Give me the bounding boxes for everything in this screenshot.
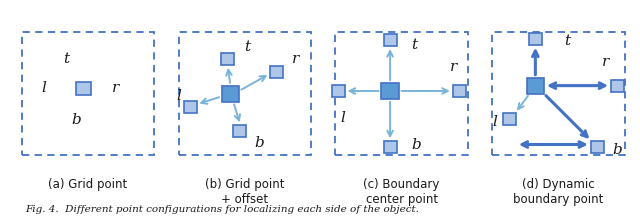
Text: t: t	[564, 35, 570, 48]
Text: b: b	[72, 114, 81, 127]
FancyBboxPatch shape	[179, 32, 311, 155]
FancyBboxPatch shape	[527, 78, 544, 94]
Text: (d) Dynamic
boundary point: (d) Dynamic boundary point	[513, 178, 604, 206]
Text: r: r	[602, 55, 609, 68]
Text: (a) Grid point: (a) Grid point	[49, 178, 127, 191]
Text: r: r	[112, 81, 119, 95]
Text: r: r	[450, 60, 457, 74]
FancyBboxPatch shape	[22, 32, 154, 155]
Text: r: r	[292, 52, 299, 66]
Text: b: b	[612, 143, 622, 157]
Text: t: t	[244, 40, 251, 54]
FancyBboxPatch shape	[383, 34, 397, 46]
FancyBboxPatch shape	[529, 33, 542, 45]
Text: Fig. 4.  Different point configurations for localizing each side of the object.: Fig. 4. Different point configurations f…	[26, 205, 419, 214]
Text: t: t	[63, 52, 70, 66]
FancyBboxPatch shape	[222, 86, 239, 102]
FancyBboxPatch shape	[452, 85, 466, 97]
FancyBboxPatch shape	[77, 82, 91, 95]
FancyBboxPatch shape	[332, 85, 345, 97]
Text: b: b	[254, 136, 264, 150]
FancyBboxPatch shape	[611, 80, 624, 92]
Text: t: t	[412, 39, 418, 52]
Text: b: b	[411, 138, 421, 151]
Text: l: l	[340, 111, 345, 125]
FancyBboxPatch shape	[270, 66, 283, 78]
Text: l: l	[493, 115, 497, 129]
Text: (c) Boundary
center point: (c) Boundary center point	[364, 178, 440, 206]
FancyBboxPatch shape	[221, 53, 234, 65]
FancyBboxPatch shape	[591, 141, 604, 153]
FancyBboxPatch shape	[184, 101, 196, 113]
FancyBboxPatch shape	[335, 32, 468, 155]
FancyBboxPatch shape	[503, 113, 516, 125]
FancyBboxPatch shape	[381, 83, 399, 99]
Text: (b) Grid point
+ offset: (b) Grid point + offset	[205, 178, 285, 206]
FancyBboxPatch shape	[232, 125, 246, 137]
FancyBboxPatch shape	[383, 141, 397, 153]
FancyBboxPatch shape	[492, 32, 625, 155]
Text: l: l	[41, 81, 46, 95]
Text: l: l	[176, 89, 181, 103]
